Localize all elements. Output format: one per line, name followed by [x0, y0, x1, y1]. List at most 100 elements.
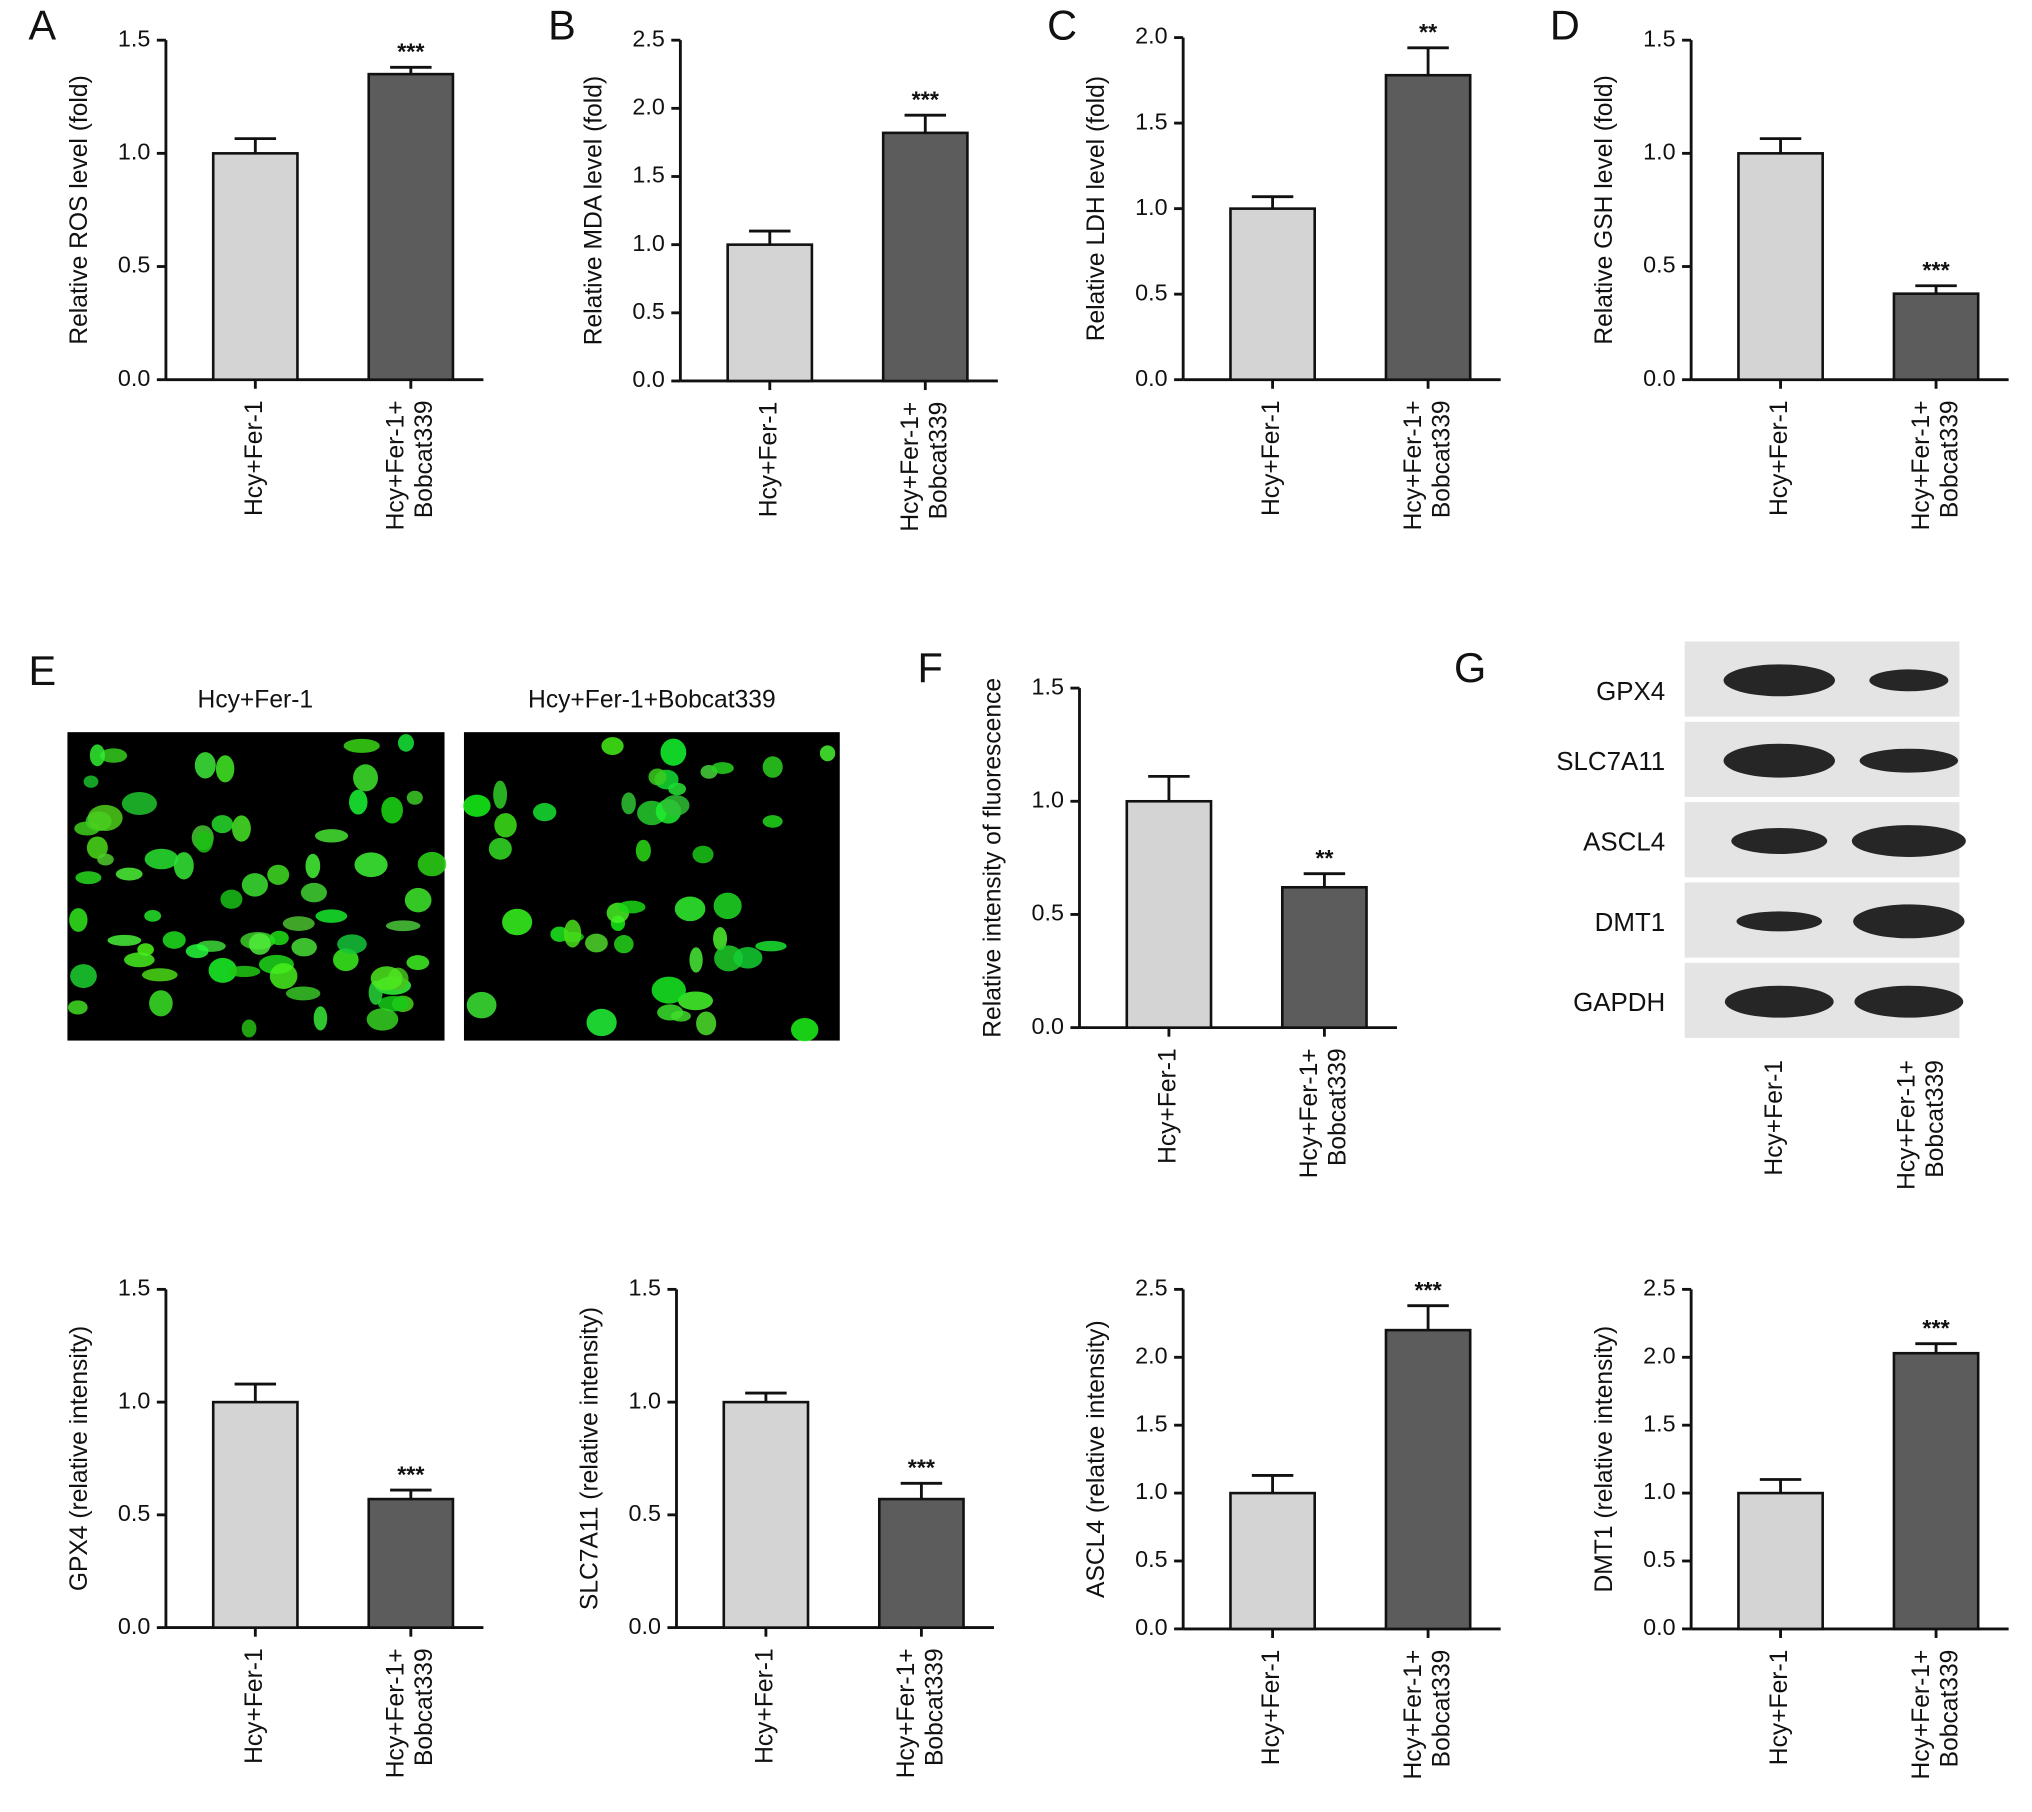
cell [241, 1019, 257, 1038]
cell [115, 867, 143, 881]
x-tick-label: Hcy+Fer-1 [1766, 1650, 1793, 1766]
text-line: Bobcat339 [411, 1648, 438, 1766]
cell [353, 764, 378, 792]
y-tick-label: 0.5 [1135, 1546, 1167, 1572]
bar [1229, 207, 1316, 381]
text-line: Hcy+Fer-1+ [897, 402, 924, 532]
cell [141, 968, 178, 982]
cell [614, 935, 634, 954]
band [1853, 904, 1965, 939]
cell [488, 837, 512, 860]
cell [241, 873, 268, 897]
x-tick-label: Hcy+Fer-1+Bobcat339 [893, 1648, 949, 1778]
y-tick-label: 1.0 [118, 1387, 150, 1413]
cell [678, 991, 714, 1011]
text-line: Hcy+Fer-1+ [1907, 400, 1934, 530]
bar [881, 131, 969, 383]
significance: ** [1419, 19, 1438, 45]
panel-letter: B [548, 1, 576, 48]
cell [332, 948, 359, 972]
y-axis-label: GPX4 (relative intensity) [66, 1326, 93, 1591]
y-tick-label: 0.5 [1643, 1546, 1675, 1572]
bar [367, 72, 455, 381]
y-tick-label: 1.5 [1032, 673, 1064, 699]
bar [367, 1497, 455, 1629]
y-tick-label: 1.5 [1135, 108, 1167, 134]
band [1724, 985, 1834, 1018]
cell [713, 892, 742, 920]
x-tick-label: Hcy+Fer-1+Bobcat339 [1296, 1048, 1352, 1178]
bar [1384, 1328, 1472, 1631]
significance: *** [1922, 1315, 1950, 1341]
image-title: Hcy+Fer-1+Bobcat339 [528, 687, 776, 714]
y-tick-label: 0.0 [1643, 1614, 1675, 1640]
y-tick-label: 0.5 [629, 1500, 661, 1526]
band [1854, 985, 1964, 1018]
text-line: Bobcat339 [925, 402, 952, 520]
cell [86, 836, 108, 859]
bar [1125, 799, 1213, 1029]
cell [269, 963, 298, 990]
cell [586, 1008, 617, 1037]
cell [790, 1017, 819, 1042]
cell [107, 934, 142, 946]
y-axis-label: DMT1 (relative intensity) [1591, 1326, 1618, 1593]
x-tick-label: Hcy+Fer-1+Bobcat339 [382, 1648, 438, 1778]
bar [1384, 73, 1472, 381]
y-tick-label: 0.5 [118, 252, 150, 278]
cell [228, 965, 261, 978]
panel-letter: G [1454, 644, 1486, 691]
panel-letter: C [1047, 1, 1077, 48]
lane-label: Hcy+Fer-1+Bobcat339 [1893, 1060, 1949, 1190]
y-tick-label: 0.0 [1032, 1013, 1064, 1039]
cell [711, 762, 734, 774]
cell [149, 990, 173, 1017]
x-tick-label: Hcy+Fer-1+Bobcat339 [1399, 400, 1455, 530]
cell [173, 852, 194, 880]
protein-label: GPX4 [1596, 678, 1665, 706]
text-line: Bobcat339 [1324, 1048, 1351, 1166]
y-tick-label: 0.0 [1135, 365, 1167, 391]
bar [211, 152, 299, 381]
cell [713, 927, 728, 951]
protein-label: DMT1 [1595, 909, 1666, 937]
y-axis-label: Relative GSH level (fold) [1591, 75, 1618, 344]
y-tick-label: 1.5 [1643, 25, 1675, 51]
text-line: Hcy+Fer-1+ [893, 1648, 920, 1778]
cell [211, 815, 234, 834]
bar [1229, 1491, 1316, 1631]
y-tick-label: 0.0 [118, 1613, 150, 1639]
text-line: Bobcat339 [1428, 1650, 1455, 1768]
cell [354, 852, 388, 878]
cell [220, 889, 243, 909]
x-tick-label: Hcy+Fer-1 [1258, 1650, 1285, 1766]
text-line: Hcy+Fer-1+ [1907, 1650, 1934, 1780]
cell [635, 839, 651, 862]
cell [194, 752, 216, 779]
band [1731, 828, 1828, 854]
image-title: Hcy+Fer-1 [198, 687, 314, 714]
cell [185, 944, 209, 959]
y-tick-label: 0.5 [632, 298, 664, 324]
bar [726, 243, 814, 383]
band [1723, 743, 1835, 778]
band [1736, 911, 1823, 932]
cell [67, 1000, 88, 1015]
y-tick-label: 1.0 [118, 138, 150, 164]
y-axis-label: ASCL4 (relative intensity) [1083, 1320, 1110, 1598]
cell [733, 947, 763, 969]
text-line: Bobcat339 [1428, 400, 1455, 518]
cell [494, 813, 517, 838]
y-axis-label: Relative intensity of fluorescence [979, 678, 1006, 1038]
y-axis-label: Relative ROS level (fold) [66, 75, 93, 344]
cell [406, 790, 423, 805]
y-tick-label: 1.0 [1135, 194, 1167, 220]
y-tick-label: 0.0 [632, 366, 664, 392]
y-tick-label: 1.0 [632, 230, 664, 256]
y-tick-label: 0.0 [629, 1613, 661, 1639]
bar [1892, 292, 1980, 381]
cell [208, 957, 237, 983]
cell [144, 909, 162, 922]
bar [211, 1400, 299, 1629]
bar [1737, 1491, 1824, 1631]
